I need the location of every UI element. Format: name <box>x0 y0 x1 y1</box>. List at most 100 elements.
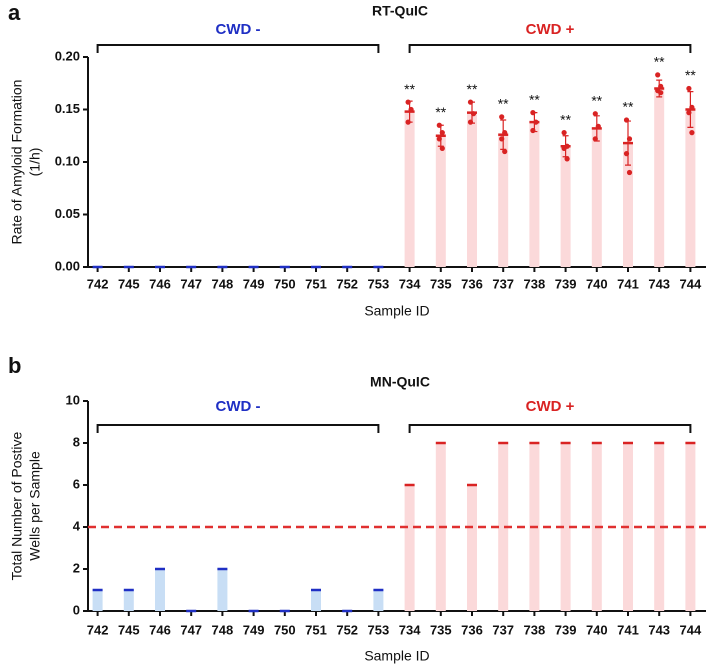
x-tick-label: 735 <box>430 276 452 291</box>
significance-label: ** <box>467 81 478 97</box>
x-tick-label: 736 <box>461 276 483 291</box>
y-tick-label: 8 <box>73 434 80 449</box>
x-tick-label: 745 <box>118 276 140 291</box>
x-tick-label: 742 <box>87 622 109 637</box>
x-tick-label: 749 <box>243 276 265 291</box>
group-bracket <box>96 424 380 433</box>
x-tick-label: 747 <box>180 276 202 291</box>
significance-label: ** <box>685 67 696 83</box>
data-point <box>626 136 633 142</box>
y-tick-label: 0.20 <box>55 48 80 63</box>
bar <box>404 485 415 611</box>
x-tick-label: 735 <box>430 622 452 637</box>
y-tick-label: 0.15 <box>55 101 80 116</box>
data-point <box>686 85 692 92</box>
x-tick-label: 748 <box>212 276 234 291</box>
bar <box>560 146 571 267</box>
x-tick-label: 737 <box>492 276 514 291</box>
x-tick-label: 746 <box>149 276 171 291</box>
y-tick-label: 2 <box>73 560 80 575</box>
x-tick-label: 750 <box>274 622 296 637</box>
data-point <box>405 99 411 105</box>
x-tick-label: 750 <box>274 276 296 291</box>
x-tick-label: 736 <box>461 622 483 637</box>
group-label: CWD - <box>216 21 261 38</box>
x-tick-label: 737 <box>492 622 514 637</box>
bar <box>467 485 477 611</box>
bar <box>311 590 321 611</box>
data-point <box>530 110 536 116</box>
significance-label: ** <box>498 96 509 112</box>
x-axis-label: Sample ID <box>364 648 429 664</box>
data-point <box>655 72 661 78</box>
x-tick-label: 744 <box>680 622 702 637</box>
data-point <box>436 122 442 128</box>
x-tick-label: 741 <box>617 622 639 637</box>
group-label: CWD + <box>526 21 575 38</box>
data-point <box>530 127 536 134</box>
bar <box>435 135 446 267</box>
bar <box>685 109 696 267</box>
data-point <box>595 123 601 129</box>
data-point <box>689 104 695 110</box>
significance-label: ** <box>591 92 602 108</box>
data-point <box>467 119 474 125</box>
group-label: CWD - <box>216 398 261 415</box>
significance-label: ** <box>654 54 665 70</box>
data-point <box>502 148 508 155</box>
data-point <box>533 119 539 125</box>
data-point <box>499 136 505 142</box>
group-bracket <box>96 44 380 53</box>
data-point <box>470 111 477 117</box>
bar <box>591 128 602 267</box>
x-tick-label: 734 <box>399 276 421 291</box>
group-label: CWD + <box>526 398 575 415</box>
y-tick-label: 6 <box>73 476 80 491</box>
x-tick-label: 749 <box>243 622 265 637</box>
data-point <box>436 136 442 142</box>
x-tick-label: 743 <box>648 622 670 637</box>
x-tick-label: 744 <box>680 276 702 291</box>
x-tick-label: 743 <box>648 276 670 291</box>
x-tick-label: 753 <box>368 622 390 637</box>
bar <box>498 134 509 267</box>
bar <box>373 590 384 611</box>
data-point <box>439 145 445 151</box>
x-tick-label: 746 <box>149 622 171 637</box>
group-bracket <box>408 44 692 53</box>
chart-title: RT-QuIC <box>372 3 428 19</box>
bar <box>529 122 540 267</box>
bar <box>404 111 415 267</box>
bar <box>467 112 477 268</box>
x-tick-label: 752 <box>336 276 358 291</box>
x-tick-label: 752 <box>336 622 358 637</box>
y-axis-label: Total Number of Postive <box>9 431 25 580</box>
bar <box>498 443 509 611</box>
x-tick-label: 739 <box>555 276 577 291</box>
y-tick-label: 10 <box>66 392 80 407</box>
data-point <box>439 130 445 136</box>
group-bracket <box>408 424 692 433</box>
significance-label: ** <box>529 91 540 107</box>
x-tick-label: 734 <box>399 622 421 637</box>
bar <box>155 569 165 611</box>
data-point <box>561 130 567 136</box>
data-point <box>408 106 414 113</box>
x-tick-label: 742 <box>87 276 109 291</box>
bar <box>654 88 665 267</box>
x-tick-label: 738 <box>524 622 546 637</box>
x-tick-label: 747 <box>180 622 202 637</box>
data-point <box>686 110 692 116</box>
x-axis-label: Sample ID <box>364 303 429 319</box>
y-tick-label: 0.05 <box>55 206 80 221</box>
y-axis-label: Wells per Sample <box>27 451 43 561</box>
y-axis-label: Rate of Amyloid Formation <box>9 80 25 245</box>
data-point <box>592 111 598 117</box>
x-tick-label: 739 <box>555 622 577 637</box>
x-tick-label: 753 <box>368 276 390 291</box>
x-tick-label: 741 <box>617 276 639 291</box>
panel-label: b <box>8 353 21 378</box>
y-tick-label: 0.00 <box>55 258 80 273</box>
data-point <box>626 169 633 176</box>
